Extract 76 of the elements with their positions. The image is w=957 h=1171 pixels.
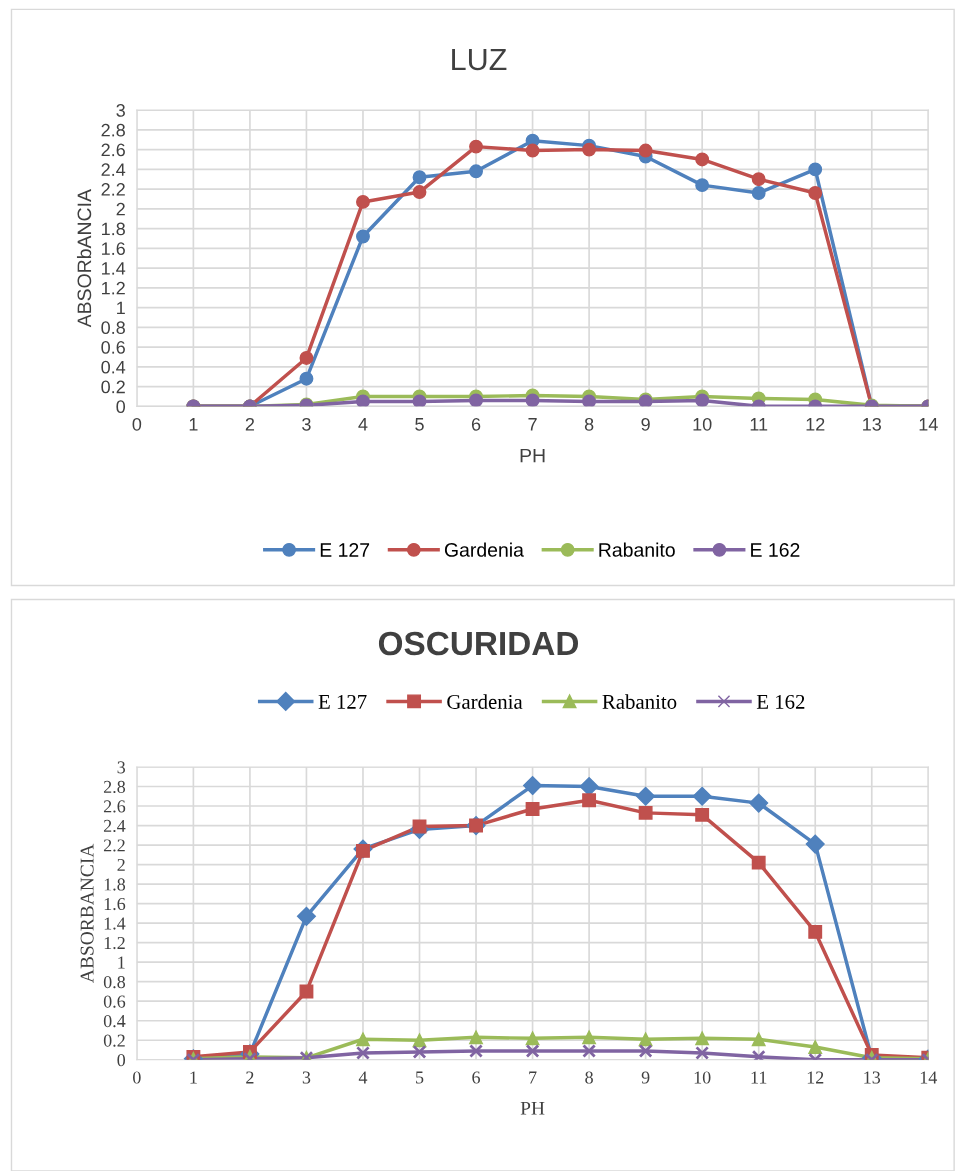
y-tick-label: 2.2 (103, 839, 125, 852)
x-tick-label: 9 (641, 417, 650, 431)
y-tick-label: 0.8 (101, 321, 125, 335)
y-tick-label: 2.4 (103, 819, 126, 833)
y-tick-label: 0 (116, 400, 126, 414)
x-tick-label: 5 (415, 418, 424, 431)
x-tick-label: 14 (920, 1071, 938, 1084)
x-tick-label: 10 (694, 1071, 711, 1084)
y-axis-title: ABSORbANCIA (76, 189, 92, 328)
y-tick-label: 2.8 (103, 780, 126, 794)
legend-label: E 127 (318, 694, 367, 709)
x-tick-label: 8 (585, 1071, 593, 1084)
x-tick-label: 7 (529, 1071, 537, 1084)
x-tick-label: 6 (471, 417, 481, 431)
x-tick-label: 4 (358, 418, 368, 431)
y-tick-label: 0.2 (101, 380, 125, 394)
y-tick-label: 1 (118, 956, 125, 969)
y-tick-label: 2.8 (101, 123, 125, 137)
x-tick-label: 12 (806, 417, 825, 431)
y-tick-label: 2 (117, 858, 125, 871)
chart-title: OSCURIDAD (378, 631, 579, 656)
y-tick-label: 1.4 (104, 917, 126, 930)
y-tick-label: 1.2 (104, 936, 125, 950)
x-tick-label: 10 (693, 417, 712, 431)
y-tick-label: 0.8 (103, 975, 126, 989)
x-tick-label: 0 (133, 1071, 141, 1084)
y-tick-label: 2 (116, 202, 125, 216)
x-tick-label: 7 (528, 418, 537, 431)
y-tick-label: 0.6 (101, 341, 125, 354)
chart-title: LUZ (452, 48, 507, 71)
legend-label: Rabanito (602, 694, 677, 709)
y-tick-label: 1.4 (102, 262, 126, 275)
x-tick-label: 11 (750, 418, 768, 431)
y-tick-label: 2.4 (101, 163, 126, 176)
x-tick-label: 12 (807, 1071, 824, 1084)
legend-label: E 162 (756, 694, 805, 709)
legend-label: Gardenia (447, 694, 523, 709)
legend-label: Rabanito (599, 542, 675, 557)
x-tick-label: 2 (246, 1071, 254, 1084)
legend-label: E 127 (320, 543, 370, 557)
legend-label: Gardenia (444, 542, 524, 557)
y-tick-label: 2.6 (103, 800, 126, 813)
y-tick-label: 2.2 (101, 183, 125, 196)
x-tick-label: 3 (302, 417, 311, 431)
legend-label: E 162 (751, 543, 800, 557)
x-tick-label: 5 (416, 1071, 424, 1084)
y-tick-label: 1.2 (102, 281, 125, 295)
x-tick-label: 2 (245, 417, 255, 431)
y-tick-label: 3 (117, 761, 126, 774)
x-tick-label: 8 (584, 417, 594, 431)
x-tick-label: 13 (863, 417, 882, 431)
y-tick-label: 1.8 (104, 878, 126, 891)
x-tick-label: 13 (864, 1071, 881, 1084)
y-tick-label: 3 (116, 104, 125, 117)
x-tick-label: 0 (132, 417, 142, 431)
x-tick-label: 14 (919, 418, 938, 431)
y-tick-label: 0.2 (103, 1034, 125, 1047)
x-tick-label: 6 (472, 1071, 481, 1084)
y-tick-label: 0 (117, 1054, 126, 1067)
x-tick-label: 4 (358, 1071, 368, 1084)
x-tick-label: 1 (189, 418, 198, 431)
y-tick-label: 0.4 (101, 360, 126, 374)
y-tick-label: 0.6 (103, 995, 126, 1008)
y-tick-label: 1 (117, 301, 125, 315)
y-tick-label: 0.4 (103, 1014, 126, 1028)
y-tick-label: 1.6 (102, 242, 125, 256)
x-axis-title: PH (520, 1101, 545, 1115)
y-tick-label: 1.6 (104, 897, 126, 911)
x-tick-label: 11 (751, 1071, 767, 1084)
y-axis-title: ABSORBANCIA (80, 843, 94, 983)
x-axis-title: PH (520, 448, 545, 463)
x-tick-label: 3 (302, 1071, 311, 1084)
x-tick-label: 1 (190, 1071, 197, 1084)
x-tick-label: 9 (641, 1071, 650, 1084)
y-tick-label: 1.8 (102, 222, 125, 236)
y-tick-label: 2.6 (101, 143, 125, 157)
